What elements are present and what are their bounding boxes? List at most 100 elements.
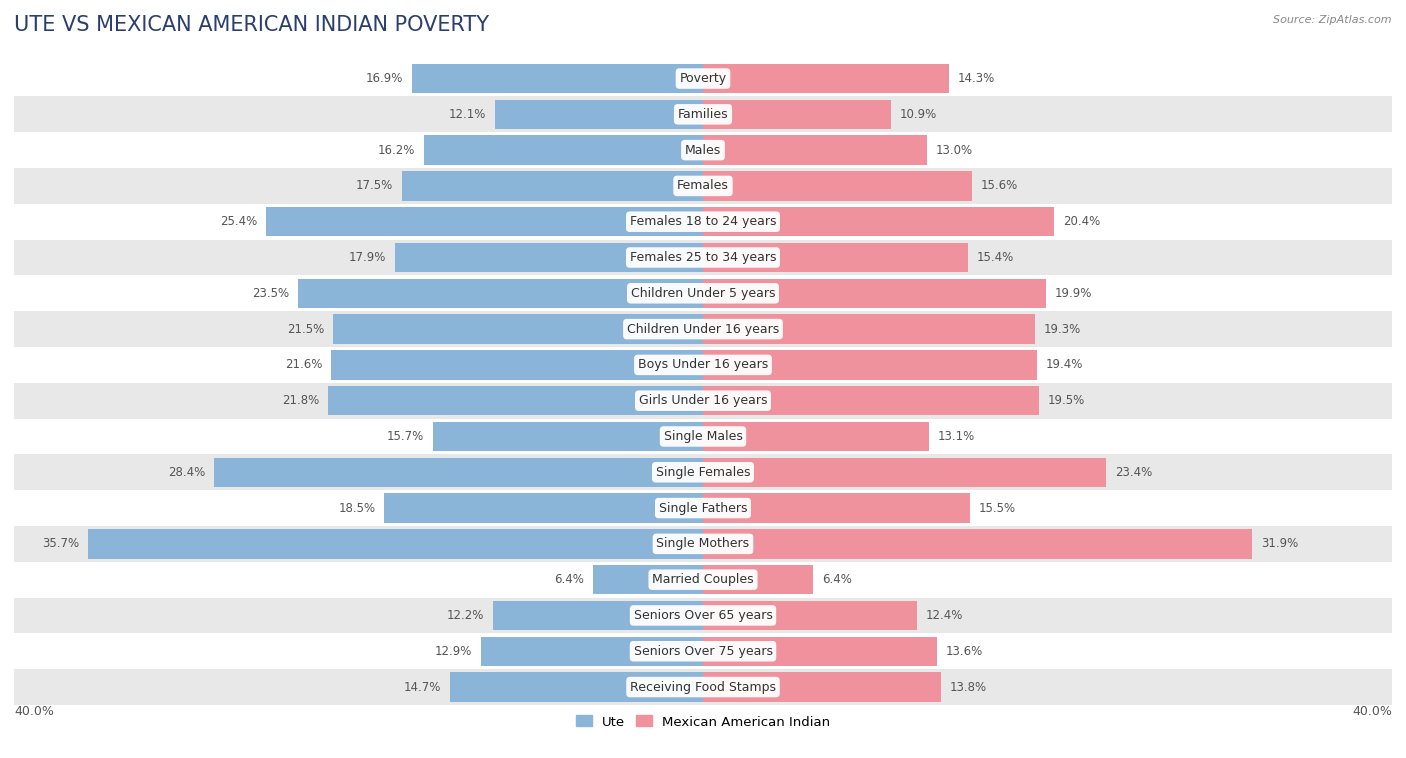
Text: 21.8%: 21.8% <box>281 394 319 407</box>
Bar <box>703 458 1107 487</box>
Bar <box>703 672 941 702</box>
Bar <box>14 347 1392 383</box>
Bar <box>703 279 1046 308</box>
Text: 17.9%: 17.9% <box>349 251 387 264</box>
Text: 19.9%: 19.9% <box>1054 287 1091 300</box>
Bar <box>14 454 1392 490</box>
Bar <box>333 315 703 344</box>
Text: Families: Families <box>678 108 728 121</box>
Text: 6.4%: 6.4% <box>554 573 583 586</box>
Text: Girls Under 16 years: Girls Under 16 years <box>638 394 768 407</box>
Text: 16.9%: 16.9% <box>366 72 404 85</box>
Bar <box>14 490 1392 526</box>
Text: 12.4%: 12.4% <box>925 609 963 622</box>
Bar <box>14 418 1392 454</box>
Text: 13.6%: 13.6% <box>946 645 983 658</box>
Text: 6.4%: 6.4% <box>823 573 852 586</box>
Text: 14.3%: 14.3% <box>957 72 995 85</box>
Bar <box>703 350 1038 380</box>
Text: Source: ZipAtlas.com: Source: ZipAtlas.com <box>1274 15 1392 25</box>
Text: Seniors Over 75 years: Seniors Over 75 years <box>634 645 772 658</box>
Text: Females 18 to 24 years: Females 18 to 24 years <box>630 215 776 228</box>
Text: 23.4%: 23.4% <box>1115 465 1152 479</box>
Text: 21.6%: 21.6% <box>285 359 322 371</box>
Text: 20.4%: 20.4% <box>1063 215 1101 228</box>
Bar <box>330 350 703 380</box>
Bar <box>703 637 938 666</box>
Bar <box>703 207 1054 236</box>
Text: 13.0%: 13.0% <box>935 143 973 157</box>
Bar <box>14 383 1392 418</box>
Bar <box>703 243 969 272</box>
Bar <box>14 168 1392 204</box>
Bar <box>703 529 1253 559</box>
Text: Seniors Over 65 years: Seniors Over 65 years <box>634 609 772 622</box>
Text: 40.0%: 40.0% <box>14 705 53 718</box>
Bar <box>450 672 703 702</box>
Bar <box>14 597 1392 634</box>
Bar <box>14 132 1392 168</box>
Bar <box>14 634 1392 669</box>
Text: 35.7%: 35.7% <box>42 537 80 550</box>
Bar <box>703 315 1035 344</box>
Bar <box>703 493 970 523</box>
Text: 19.3%: 19.3% <box>1045 323 1081 336</box>
Text: 19.5%: 19.5% <box>1047 394 1084 407</box>
Bar <box>14 526 1392 562</box>
Text: UTE VS MEXICAN AMERICAN INDIAN POVERTY: UTE VS MEXICAN AMERICAN INDIAN POVERTY <box>14 15 489 35</box>
Text: Boys Under 16 years: Boys Under 16 years <box>638 359 768 371</box>
Text: 19.4%: 19.4% <box>1046 359 1083 371</box>
Bar <box>433 421 703 451</box>
Bar <box>14 312 1392 347</box>
Text: Females: Females <box>678 180 728 193</box>
Text: 12.1%: 12.1% <box>449 108 486 121</box>
Text: Females 25 to 34 years: Females 25 to 34 years <box>630 251 776 264</box>
Bar <box>384 493 703 523</box>
Bar <box>214 458 703 487</box>
Text: 14.7%: 14.7% <box>404 681 441 694</box>
Text: 15.6%: 15.6% <box>980 180 1018 193</box>
Bar <box>328 386 703 415</box>
Bar <box>14 562 1392 597</box>
Bar <box>703 386 1039 415</box>
Bar <box>14 204 1392 240</box>
Text: 31.9%: 31.9% <box>1261 537 1298 550</box>
Text: 16.2%: 16.2% <box>378 143 415 157</box>
Text: 12.9%: 12.9% <box>434 645 472 658</box>
Text: 21.5%: 21.5% <box>287 323 323 336</box>
Bar <box>703 565 813 594</box>
Bar <box>14 275 1392 312</box>
Text: 15.5%: 15.5% <box>979 502 1015 515</box>
Text: 18.5%: 18.5% <box>339 502 375 515</box>
Bar <box>703 421 928 451</box>
Text: Poverty: Poverty <box>679 72 727 85</box>
Bar <box>481 637 703 666</box>
Bar <box>494 601 703 630</box>
Bar <box>14 61 1392 96</box>
Bar <box>402 171 703 201</box>
Bar <box>412 64 703 93</box>
Text: 17.5%: 17.5% <box>356 180 392 193</box>
Bar <box>703 601 917 630</box>
Text: 15.7%: 15.7% <box>387 430 425 443</box>
Legend: Ute, Mexican American Indian: Ute, Mexican American Indian <box>571 710 835 734</box>
Bar <box>395 243 703 272</box>
Text: Single Mothers: Single Mothers <box>657 537 749 550</box>
Bar <box>14 96 1392 132</box>
Text: Children Under 16 years: Children Under 16 years <box>627 323 779 336</box>
Text: 25.4%: 25.4% <box>219 215 257 228</box>
Bar <box>425 136 703 164</box>
Text: Married Couples: Married Couples <box>652 573 754 586</box>
Text: 10.9%: 10.9% <box>900 108 936 121</box>
Text: Children Under 5 years: Children Under 5 years <box>631 287 775 300</box>
Text: Single Fathers: Single Fathers <box>659 502 747 515</box>
Text: Males: Males <box>685 143 721 157</box>
Text: 23.5%: 23.5% <box>253 287 290 300</box>
Text: 13.8%: 13.8% <box>949 681 987 694</box>
Bar <box>703 171 972 201</box>
Bar <box>703 64 949 93</box>
Bar <box>495 99 703 129</box>
Bar <box>266 207 703 236</box>
Bar <box>14 669 1392 705</box>
Text: 13.1%: 13.1% <box>938 430 974 443</box>
